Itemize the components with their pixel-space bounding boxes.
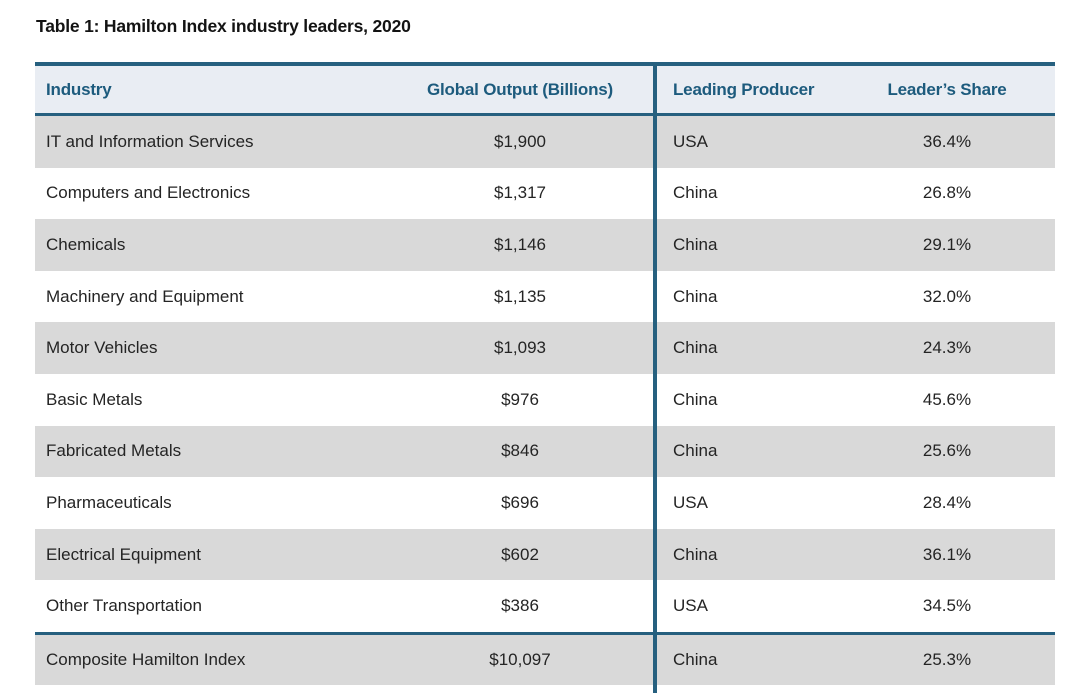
output-cell: $1,135 bbox=[494, 286, 546, 306]
share-cell: 24.3% bbox=[922, 338, 972, 358]
industry-cell: Electrical Equipment bbox=[46, 544, 201, 564]
share-cell: 34.5% bbox=[922, 596, 972, 616]
output-cell: $1,093 bbox=[494, 338, 546, 358]
column-header-leading-producer: Leading Producer bbox=[673, 79, 815, 99]
share-cell: 28.4% bbox=[922, 492, 972, 512]
industry-cell: Pharmaceuticals bbox=[46, 492, 172, 512]
output-cell: $386 bbox=[501, 596, 539, 616]
producer-cell: China bbox=[673, 338, 718, 358]
output-cell: $696 bbox=[501, 492, 539, 512]
industry-cell: Computers and Electronics bbox=[46, 183, 251, 203]
output-cell: $846 bbox=[501, 441, 539, 461]
share-cell: 32.0% bbox=[922, 286, 972, 306]
composite-industry-cell: Composite Hamilton Index bbox=[46, 649, 246, 669]
producer-cell: USA bbox=[673, 596, 708, 616]
table-row: Fabricated Metals $846 China 25.6% bbox=[35, 425, 1055, 478]
table-row-composite: Composite Hamilton Index $10,097 China 2… bbox=[35, 634, 1055, 685]
table-header-row: Industry Global Output (Billions) Leadin… bbox=[35, 66, 1055, 116]
table-row: Other Transportation $386 USA 34.5% bbox=[35, 580, 1055, 632]
table-row: Basic Metals $976 China 45.6% bbox=[35, 373, 1055, 426]
producer-cell: China bbox=[673, 544, 718, 564]
composite-share-cell: 25.3% bbox=[922, 649, 972, 669]
output-cell: $1,317 bbox=[494, 183, 546, 203]
output-cell: $602 bbox=[501, 544, 539, 564]
producer-cell: USA bbox=[673, 492, 708, 512]
industry-cell: Chemicals bbox=[46, 234, 126, 254]
industry-cell: Other Transportation bbox=[46, 596, 202, 616]
producer-cell: China bbox=[673, 286, 718, 306]
table-row: Pharmaceuticals $696 USA 28.4% bbox=[35, 477, 1055, 529]
share-cell: 36.4% bbox=[922, 131, 972, 151]
column-header-leaders-share: Leader’s Share bbox=[887, 79, 1007, 99]
table-row: Electrical Equipment $602 China 36.1% bbox=[35, 528, 1055, 581]
share-cell: 36.1% bbox=[922, 544, 972, 564]
industry-cell: Fabricated Metals bbox=[46, 441, 182, 461]
share-cell: 26.8% bbox=[922, 183, 972, 203]
industry-cell: Basic Metals bbox=[46, 389, 143, 409]
table-row: Chemicals $1,146 China 29.1% bbox=[35, 219, 1055, 271]
producer-cell: China bbox=[673, 183, 718, 203]
share-cell: 45.6% bbox=[922, 389, 972, 409]
industry-cell: Machinery and Equipment bbox=[46, 286, 244, 306]
composite-output-cell: $10,097 bbox=[489, 649, 551, 669]
table-row: IT and Information Services $1,900 USA 3… bbox=[35, 116, 1055, 168]
table-row: Machinery and Equipment $1,135 China 32.… bbox=[35, 270, 1055, 323]
producer-cell: China bbox=[673, 441, 718, 461]
table-body: IT and Information Services $1,900 USA 3… bbox=[35, 116, 1055, 632]
industry-cell: IT and Information Services bbox=[46, 131, 254, 151]
table-row: Motor Vehicles $1,093 China 24.3% bbox=[35, 322, 1055, 374]
composite-producer-cell: China bbox=[673, 649, 718, 669]
share-cell: 25.6% bbox=[922, 441, 972, 461]
column-group-divider bbox=[653, 66, 657, 693]
producer-cell: USA bbox=[673, 131, 708, 151]
producer-cell: China bbox=[673, 234, 718, 254]
hamilton-index-table: Industry Global Output (Billions) Leadin… bbox=[35, 62, 1055, 693]
column-header-industry: Industry bbox=[46, 79, 112, 99]
industry-cell: Motor Vehicles bbox=[46, 338, 158, 358]
output-cell: $976 bbox=[501, 389, 539, 409]
output-cell: $1,146 bbox=[494, 234, 546, 254]
table-row: Computers and Electronics $1,317 China 2… bbox=[35, 167, 1055, 220]
share-cell: 29.1% bbox=[922, 234, 972, 254]
composite-separator bbox=[35, 631, 1055, 635]
column-header-global-output: Global Output (Billions) bbox=[427, 79, 613, 99]
output-cell: $1,900 bbox=[494, 131, 546, 151]
table-title: Table 1: Hamilton Index industry leaders… bbox=[36, 16, 411, 36]
producer-cell: China bbox=[673, 389, 718, 409]
